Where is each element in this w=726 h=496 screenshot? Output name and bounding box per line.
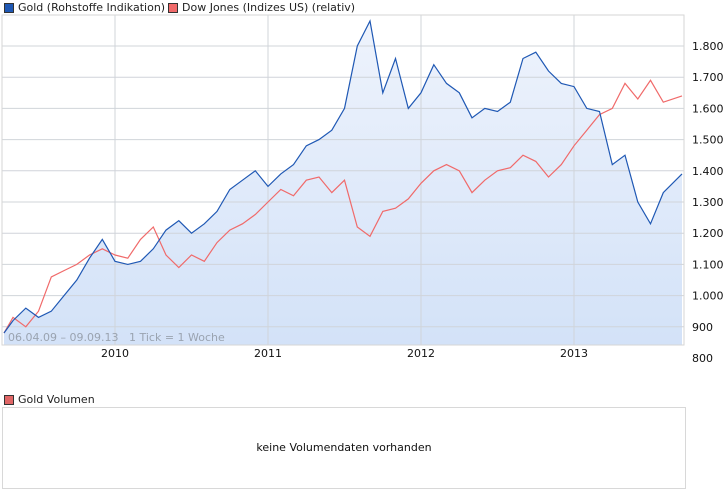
footnote-range: 06.04.09 – 09.09.13 xyxy=(8,331,119,344)
y-tick-label: 1.400 xyxy=(692,165,724,178)
legend-volume: Gold Volumen xyxy=(4,393,95,406)
x-tick-label: 2010 xyxy=(101,347,129,360)
x-tick-label: 2012 xyxy=(407,347,435,360)
y-tick-label: 1.100 xyxy=(692,258,724,271)
plot-frame xyxy=(1,14,685,346)
chart-footnote: 06.04.09 – 09.09.13 1 Tick = 1 Woche xyxy=(8,331,225,344)
legend-gold-label: Gold (Rohstoffe Indikation) xyxy=(18,1,166,14)
y-tick-label: 800 xyxy=(692,352,713,365)
gold-line xyxy=(3,19,683,334)
x-tick-label: 2011 xyxy=(254,347,282,360)
y-tick-label: 1.300 xyxy=(692,196,724,209)
legend-dow: Dow Jones (Indizes US) (relativ) xyxy=(168,1,355,14)
legend-volume-label: Gold Volumen xyxy=(18,393,95,406)
volume-panel: keine Volumendaten vorhanden xyxy=(2,407,686,489)
y-tick-label: 1.800 xyxy=(692,40,724,53)
y-tick-label: 1.500 xyxy=(692,134,724,147)
y-tick-label: 1.600 xyxy=(692,102,724,115)
y-tick-label: 1.700 xyxy=(692,71,724,84)
legend-dow-swatch xyxy=(168,2,178,13)
y-tick-label: 1.000 xyxy=(692,290,724,303)
y-tick-label: 1.200 xyxy=(692,227,724,240)
dow-line xyxy=(3,79,683,334)
y-tick-label: 900 xyxy=(692,321,713,334)
legend-dow-label: Dow Jones (Indizes US) (relativ) xyxy=(182,1,356,14)
x-tick-label: 2013 xyxy=(560,347,588,360)
footnote-tick: 1 Tick = 1 Woche xyxy=(128,331,225,344)
legend-volume-swatch xyxy=(4,394,14,405)
price-chart: 800 900 1.000 1.100 1.200 1.300 1.400 1.500 1.60… xyxy=(1,14,724,365)
legend-gold: Gold (Rohstoffe Indikation) xyxy=(4,1,165,14)
legend-gold-swatch xyxy=(4,2,14,13)
no-volume-message: keine Volumendaten vorhanden xyxy=(256,441,432,454)
